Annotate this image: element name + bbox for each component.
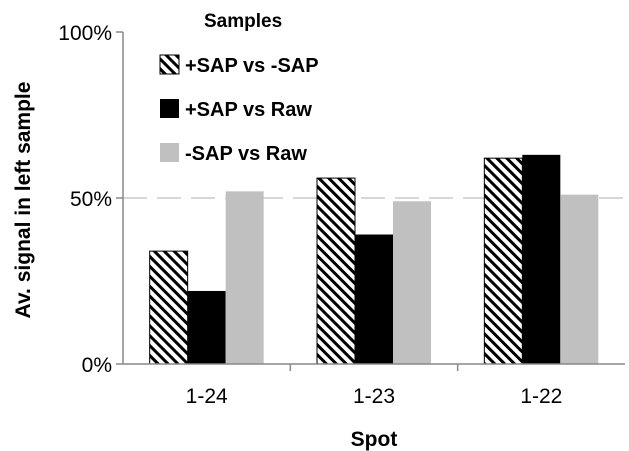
legend-label: -SAP vs Raw — [185, 143, 307, 165]
legend-swatch — [160, 99, 179, 118]
bar — [355, 234, 393, 364]
bar — [316, 177, 356, 365]
bar — [522, 154, 561, 364]
y-axis-title: Av. signal in left sample — [12, 82, 35, 319]
x-tick-label: 1-22 — [520, 385, 562, 408]
legend-label: +SAP vs Raw — [185, 99, 312, 121]
bar — [393, 201, 431, 364]
x-tick-label: 1-24 — [186, 385, 228, 408]
bar — [149, 250, 189, 365]
legend-swatch — [159, 54, 180, 75]
bar — [483, 157, 523, 365]
y-tick-label: 50% — [70, 188, 112, 211]
y-tick-labels: 0% 50% 100% — [58, 22, 123, 377]
y-tick-label: 0% — [82, 354, 112, 377]
legend: +SAP vs -SAP +SAP vs Raw -SAP vs Raw — [159, 54, 319, 165]
bars — [149, 154, 599, 365]
legend-label: +SAP vs -SAP — [185, 55, 319, 77]
bar — [560, 194, 599, 364]
legend-title: Samples — [204, 11, 282, 32]
y-tick-label: 100% — [58, 22, 112, 45]
x-axis-title: Spot — [351, 428, 398, 451]
bar — [225, 191, 264, 364]
x-tick-labels: 1-24 1-23 1-22 — [186, 364, 562, 408]
bar — [187, 290, 226, 364]
x-tick-label: 1-23 — [353, 385, 395, 408]
legend-swatch — [160, 143, 179, 162]
